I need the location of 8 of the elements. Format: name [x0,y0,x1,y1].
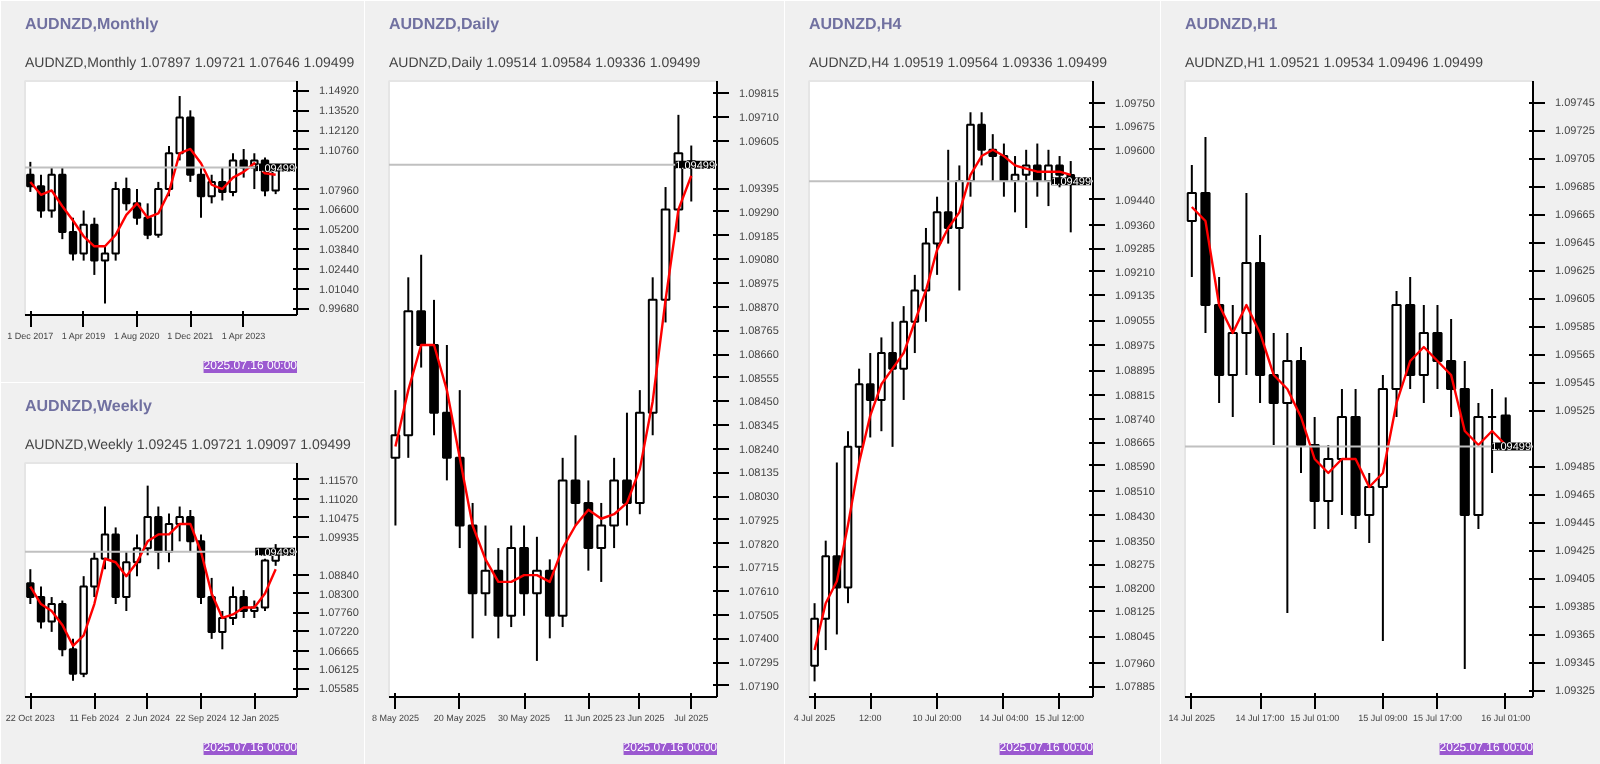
candlestick [810,602,819,683]
candlestick [1227,304,1238,418]
candlestick [26,160,35,193]
chart-title: AUDNZD,Monthly [25,15,160,33]
chart-title: AUDNZD,H4 [809,15,903,33]
chart-title: AUDNZD,Daily [389,15,501,33]
chart-title: AUDNZD,H1 [1185,15,1279,33]
chart-title: AUDNZD,Weekly [25,397,153,415]
